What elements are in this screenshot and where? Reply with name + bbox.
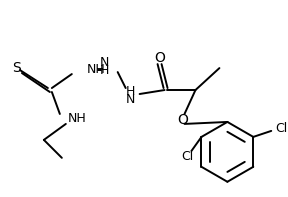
Text: O: O <box>177 113 188 127</box>
Text: Cl: Cl <box>275 122 287 135</box>
Text: H: H <box>126 85 135 98</box>
Text: S: S <box>13 61 21 75</box>
Text: NH: NH <box>68 112 87 125</box>
Text: O: O <box>154 51 165 65</box>
Text: N: N <box>100 56 109 69</box>
Text: Cl: Cl <box>181 150 194 163</box>
Text: H: H <box>100 64 109 77</box>
Text: N: N <box>126 94 135 107</box>
Text: NH: NH <box>87 63 105 76</box>
